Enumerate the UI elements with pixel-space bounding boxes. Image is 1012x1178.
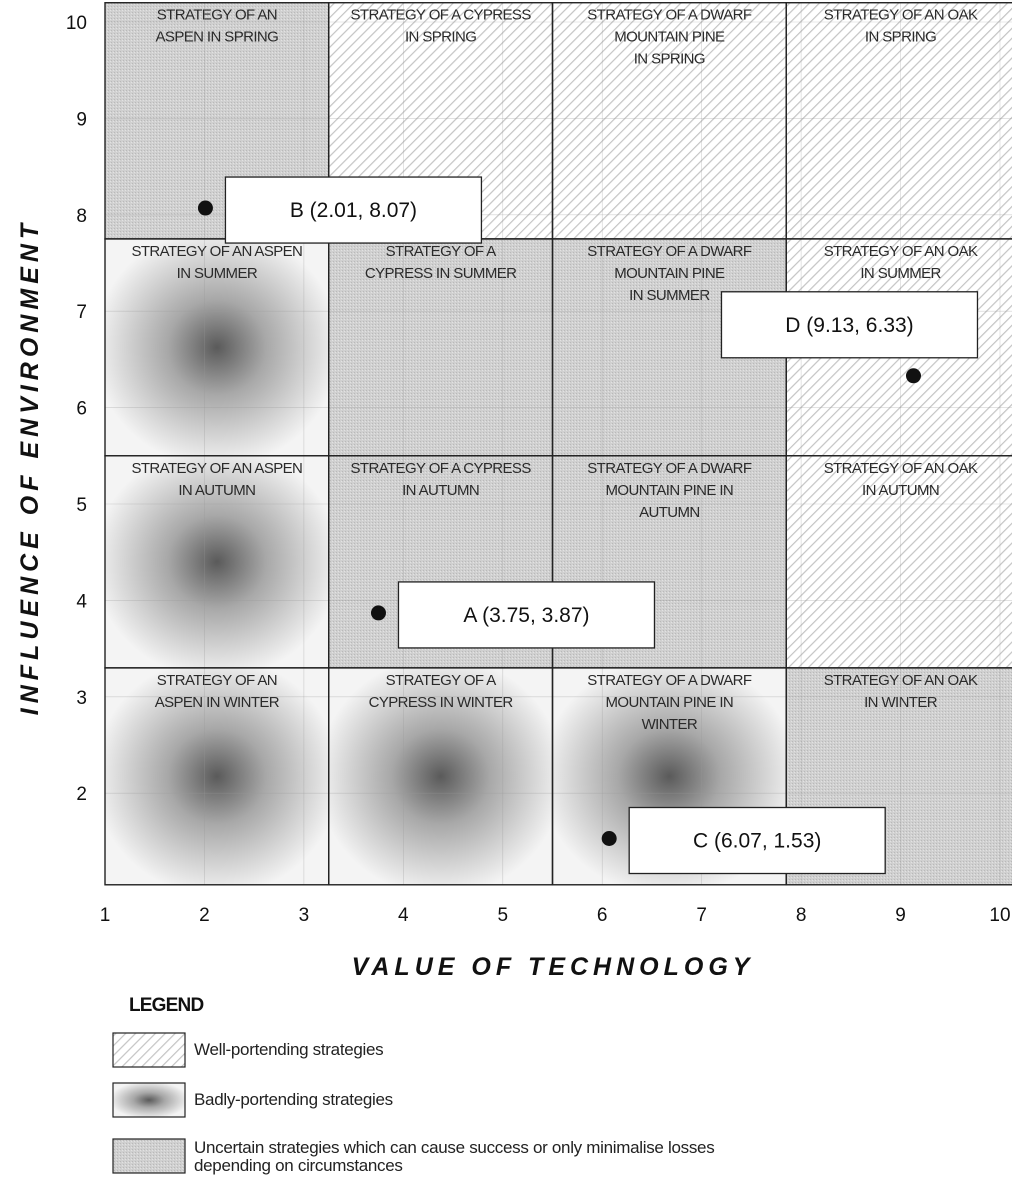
cell-label-line: STRATEGY OF AN <box>157 7 277 24</box>
cell-label-line: STRATEGY OF A DWARF <box>587 672 752 689</box>
legend-swatch-uncertain <box>112 1138 186 1174</box>
legend-label-well: Well-portending strategies <box>194 1040 383 1059</box>
point-label-d: D (9.13, 6.33) <box>785 314 913 337</box>
cell-label-line: STRATEGY OF A DWARF <box>587 460 752 477</box>
strategy-cell-summer-aspen <box>105 238 329 456</box>
x-tick-label: 9 <box>895 905 906 926</box>
x-tick-label: 4 <box>398 905 409 926</box>
cell-label-line: ASPEN IN WINTER <box>155 694 280 711</box>
cell-label-line: STRATEGY OF A <box>386 243 497 260</box>
x-tick-label: 8 <box>796 905 807 926</box>
strategy-cell-summer-cypress <box>328 238 553 456</box>
x-tick-label: 10 <box>989 905 1010 926</box>
strategy-cell-winter-cypress <box>328 667 553 885</box>
y-tick-label: 8 <box>76 206 87 227</box>
cell-label-line: IN AUTUMN <box>178 482 255 499</box>
y-tick-label: 5 <box>76 495 87 516</box>
y-tick-label: 4 <box>76 591 87 612</box>
cell-label-line: IN SUMMER <box>629 287 710 304</box>
cell-label-line: IN AUTUMN <box>862 482 939 499</box>
cell-label-line: WINTER <box>642 716 698 733</box>
point-label-box-b <box>224 176 483 244</box>
cell-label-line: STRATEGY OF AN OAK <box>824 7 978 24</box>
y-tick-label: 9 <box>76 109 87 130</box>
cell-label-line: ASPEN IN SPRING <box>156 29 279 46</box>
cell-label-line: STRATEGY OF A DWARF <box>587 7 752 24</box>
point-label-c: C (6.07, 1.53) <box>693 830 821 853</box>
cell-label-line: IN AUTUMN <box>402 482 479 499</box>
x-tick-label: 1 <box>100 905 111 926</box>
legend-swatch-well <box>112 1032 186 1068</box>
cell-label-line: STRATEGY OF AN OAK <box>824 672 978 689</box>
legend-label-bad: Badly-portending strategies <box>194 1090 393 1109</box>
point-c <box>601 831 617 847</box>
y-axis-title: INFLUENCE OF ENVIRONMENT <box>16 219 44 715</box>
cell-label-line: MOUNTAIN PINE <box>614 29 725 46</box>
point-b <box>197 200 213 216</box>
cell-label-line: AUTUMN <box>639 504 700 521</box>
cell-label-line: STRATEGY OF AN ASPEN <box>131 243 302 260</box>
y-tick-label: 2 <box>76 784 87 805</box>
cell-label-line: CYPRESS IN SUMMER <box>365 265 517 282</box>
cell-label-line: IN SUMMER <box>860 265 941 282</box>
x-tick-label: 5 <box>497 905 508 926</box>
strategy-cell-spring-dwarf-mountain-pine <box>552 2 787 239</box>
cell-label-line: STRATEGY OF AN OAK <box>824 460 978 477</box>
point-a <box>370 605 386 621</box>
cell-label-line: IN WINTER <box>864 694 938 711</box>
legend-label-uncertain: depending on circumstances <box>194 1156 403 1175</box>
cell-label-line: STRATEGY OF AN <box>157 672 277 689</box>
cell-label-line: STRATEGY OF A <box>386 672 497 689</box>
cell-label-line: IN SPRING <box>634 51 705 68</box>
y-tick-label: 6 <box>76 399 87 420</box>
strategy-cell-spring-oak <box>786 2 1012 239</box>
strategy-cell-autumn-aspen <box>105 455 329 668</box>
x-tick-label: 7 <box>696 905 707 926</box>
cell-label-line: IN SPRING <box>405 29 476 46</box>
x-tick-label: 6 <box>597 905 608 926</box>
x-axis-title: VALUE OF TECHNOLOGY <box>352 953 755 981</box>
cell-label-line: STRATEGY OF A CYPRESS <box>351 460 532 477</box>
cell-label-line: MOUNTAIN PINE IN <box>606 482 734 499</box>
point-label-box-d <box>720 291 979 359</box>
cell-border <box>785 667 1012 886</box>
cell-label-line: IN SUMMER <box>177 265 258 282</box>
point-d <box>905 368 921 384</box>
strategy-cell-autumn-oak <box>786 455 1012 668</box>
cell-label-line: STRATEGY OF A DWARF <box>587 243 752 260</box>
cell-label-line: MOUNTAIN PINE <box>614 265 725 282</box>
cell-label-line: STRATEGY OF AN ASPEN <box>131 460 302 477</box>
legend-label-uncertain: Uncertain strategies which can cause suc… <box>194 1138 714 1157</box>
strategy-cell-winter-aspen <box>105 667 329 885</box>
point-label-box-c <box>628 806 886 875</box>
cell-label-line: STRATEGY OF A CYPRESS <box>351 7 532 24</box>
x-tick-label: 2 <box>199 905 210 926</box>
point-label-b: B (2.01, 8.07) <box>290 199 417 222</box>
y-tick-label: 7 <box>76 302 87 323</box>
cell-label-line: IN SPRING <box>865 29 936 46</box>
legend-swatch-bad <box>112 1082 186 1118</box>
point-label-box-a <box>397 581 656 649</box>
cell-label-line: CYPRESS IN WINTER <box>369 694 514 711</box>
legend-title: LEGEND <box>129 995 203 1016</box>
x-tick-label: 3 <box>299 905 310 926</box>
cell-label-line: MOUNTAIN PINE IN <box>606 694 734 711</box>
point-label-a: A (3.75, 3.87) <box>463 604 589 627</box>
y-tick-label: 3 <box>76 688 87 709</box>
cell-label-line: STRATEGY OF AN OAK <box>824 243 978 260</box>
y-tick-label: 10 <box>66 13 87 34</box>
